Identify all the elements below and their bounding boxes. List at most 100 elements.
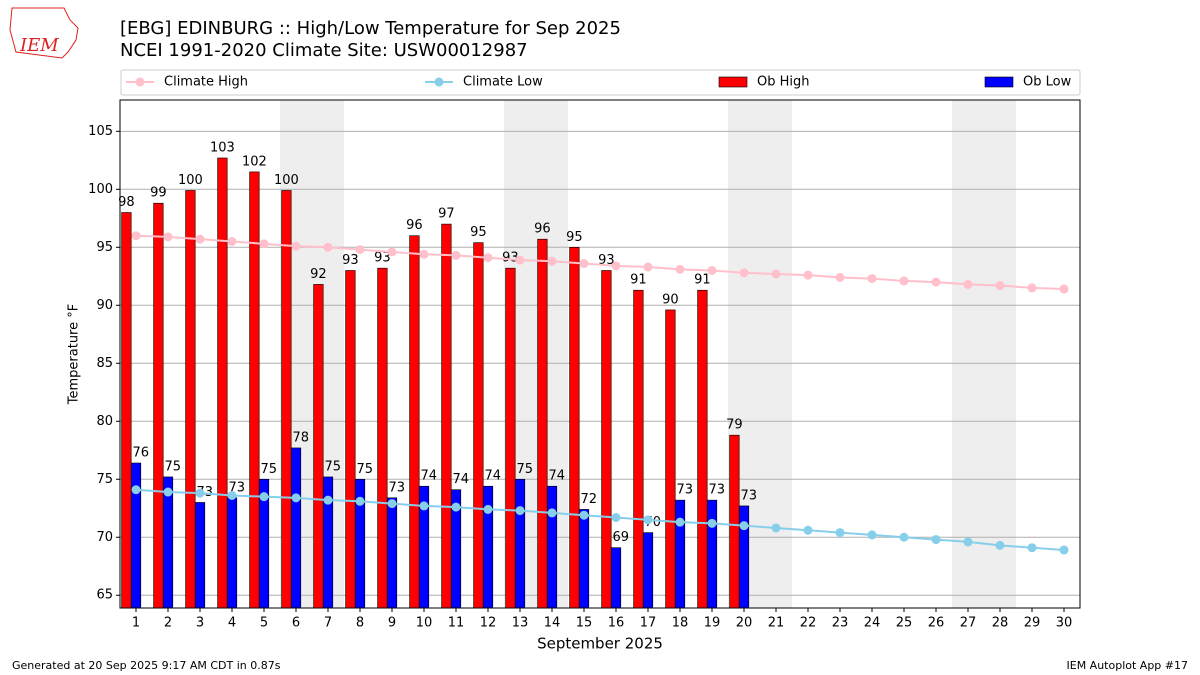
line-marker	[579, 510, 589, 520]
data-label: 75	[261, 462, 278, 477]
data-label: 100	[178, 173, 203, 188]
x-tick-label: 5	[260, 616, 268, 631]
y-tick-label: 80	[96, 414, 113, 429]
x-tick-label: 19	[704, 616, 721, 631]
bar	[633, 289, 644, 609]
bar	[249, 171, 260, 609]
y-tick-label: 90	[96, 298, 113, 313]
data-label: 76	[133, 446, 150, 461]
line-marker	[547, 256, 557, 266]
bar	[482, 485, 494, 609]
x-tick-label: 16	[608, 616, 625, 631]
data-label: 79	[726, 418, 743, 433]
data-label: 73	[709, 483, 726, 498]
line-marker	[643, 262, 653, 272]
x-tick-label: 4	[228, 616, 236, 631]
bar	[386, 497, 398, 609]
bar	[706, 499, 718, 609]
x-tick-label: 21	[768, 616, 785, 631]
line-marker	[675, 264, 685, 274]
footer-right: IEM Autoplot App #17	[1067, 659, 1189, 672]
line-marker	[963, 537, 973, 547]
legend-swatch	[135, 77, 145, 87]
line-marker	[515, 506, 525, 516]
line-marker	[899, 532, 909, 542]
line-marker	[227, 236, 237, 246]
data-label: 93	[342, 253, 359, 268]
data-label: 92	[310, 267, 327, 282]
line-marker	[739, 521, 749, 531]
data-label: 73	[741, 488, 758, 503]
x-tick-label: 12	[480, 616, 497, 631]
line-marker	[931, 535, 941, 545]
x-tick-label: 10	[416, 616, 433, 631]
y-tick-label: 65	[96, 588, 113, 603]
line-marker	[1027, 543, 1037, 553]
x-tick-label: 24	[864, 616, 881, 631]
bar	[290, 447, 302, 609]
line-marker	[579, 259, 589, 269]
line-marker	[195, 488, 205, 498]
y-tick-label: 105	[88, 124, 113, 139]
x-tick-label: 29	[1024, 616, 1041, 631]
bar	[697, 289, 708, 609]
x-tick-label: 23	[832, 616, 849, 631]
line-marker	[899, 276, 909, 286]
data-label: 75	[517, 462, 534, 477]
bar	[665, 309, 676, 609]
bar	[194, 502, 206, 609]
x-tick-label: 14	[544, 616, 561, 631]
line-marker	[163, 232, 173, 242]
x-tick-label: 27	[960, 616, 977, 631]
bar	[281, 190, 292, 609]
line-marker	[611, 513, 621, 523]
line-marker	[707, 265, 717, 275]
bar	[121, 212, 132, 609]
bar	[162, 476, 174, 609]
y-tick-label: 100	[88, 182, 113, 197]
bar	[674, 499, 686, 609]
bar	[473, 242, 484, 609]
x-tick-label: 18	[672, 616, 689, 631]
x-tick-label: 1	[132, 616, 140, 631]
data-label: 95	[470, 225, 487, 240]
data-label: 99	[150, 186, 167, 201]
line-marker	[259, 239, 269, 249]
bar	[642, 532, 654, 609]
data-label: 75	[165, 459, 182, 474]
bar	[578, 509, 590, 609]
data-label: 93	[502, 251, 519, 266]
line-marker	[547, 508, 557, 518]
line-marker	[131, 485, 141, 495]
line-marker	[451, 250, 461, 260]
line-marker	[387, 499, 397, 509]
x-tick-label: 6	[292, 616, 300, 631]
line-marker	[291, 493, 301, 503]
line-marker	[867, 274, 877, 284]
x-tick-label: 2	[164, 616, 172, 631]
line-marker	[515, 255, 525, 265]
line	[135, 488, 1065, 552]
legend-label: Ob Low	[1023, 75, 1072, 90]
data-label: 103	[210, 140, 235, 155]
bar	[313, 284, 324, 609]
bar	[130, 462, 142, 609]
line-marker	[1059, 284, 1069, 294]
line-marker	[771, 269, 781, 279]
line-marker	[771, 523, 781, 533]
line-marker	[739, 268, 749, 278]
data-label: 93	[374, 251, 391, 266]
legend-swatch	[984, 76, 1014, 88]
x-tick-label: 13	[512, 616, 529, 631]
line-marker	[867, 530, 877, 540]
bar	[217, 157, 228, 609]
logo: IEM	[19, 35, 59, 56]
bar	[345, 270, 356, 609]
x-tick-label: 26	[928, 616, 945, 631]
line-marker	[195, 234, 205, 244]
x-tick-label: 7	[324, 616, 332, 631]
line-marker	[995, 540, 1005, 550]
y-tick-label: 95	[96, 240, 113, 255]
line-marker	[835, 272, 845, 282]
